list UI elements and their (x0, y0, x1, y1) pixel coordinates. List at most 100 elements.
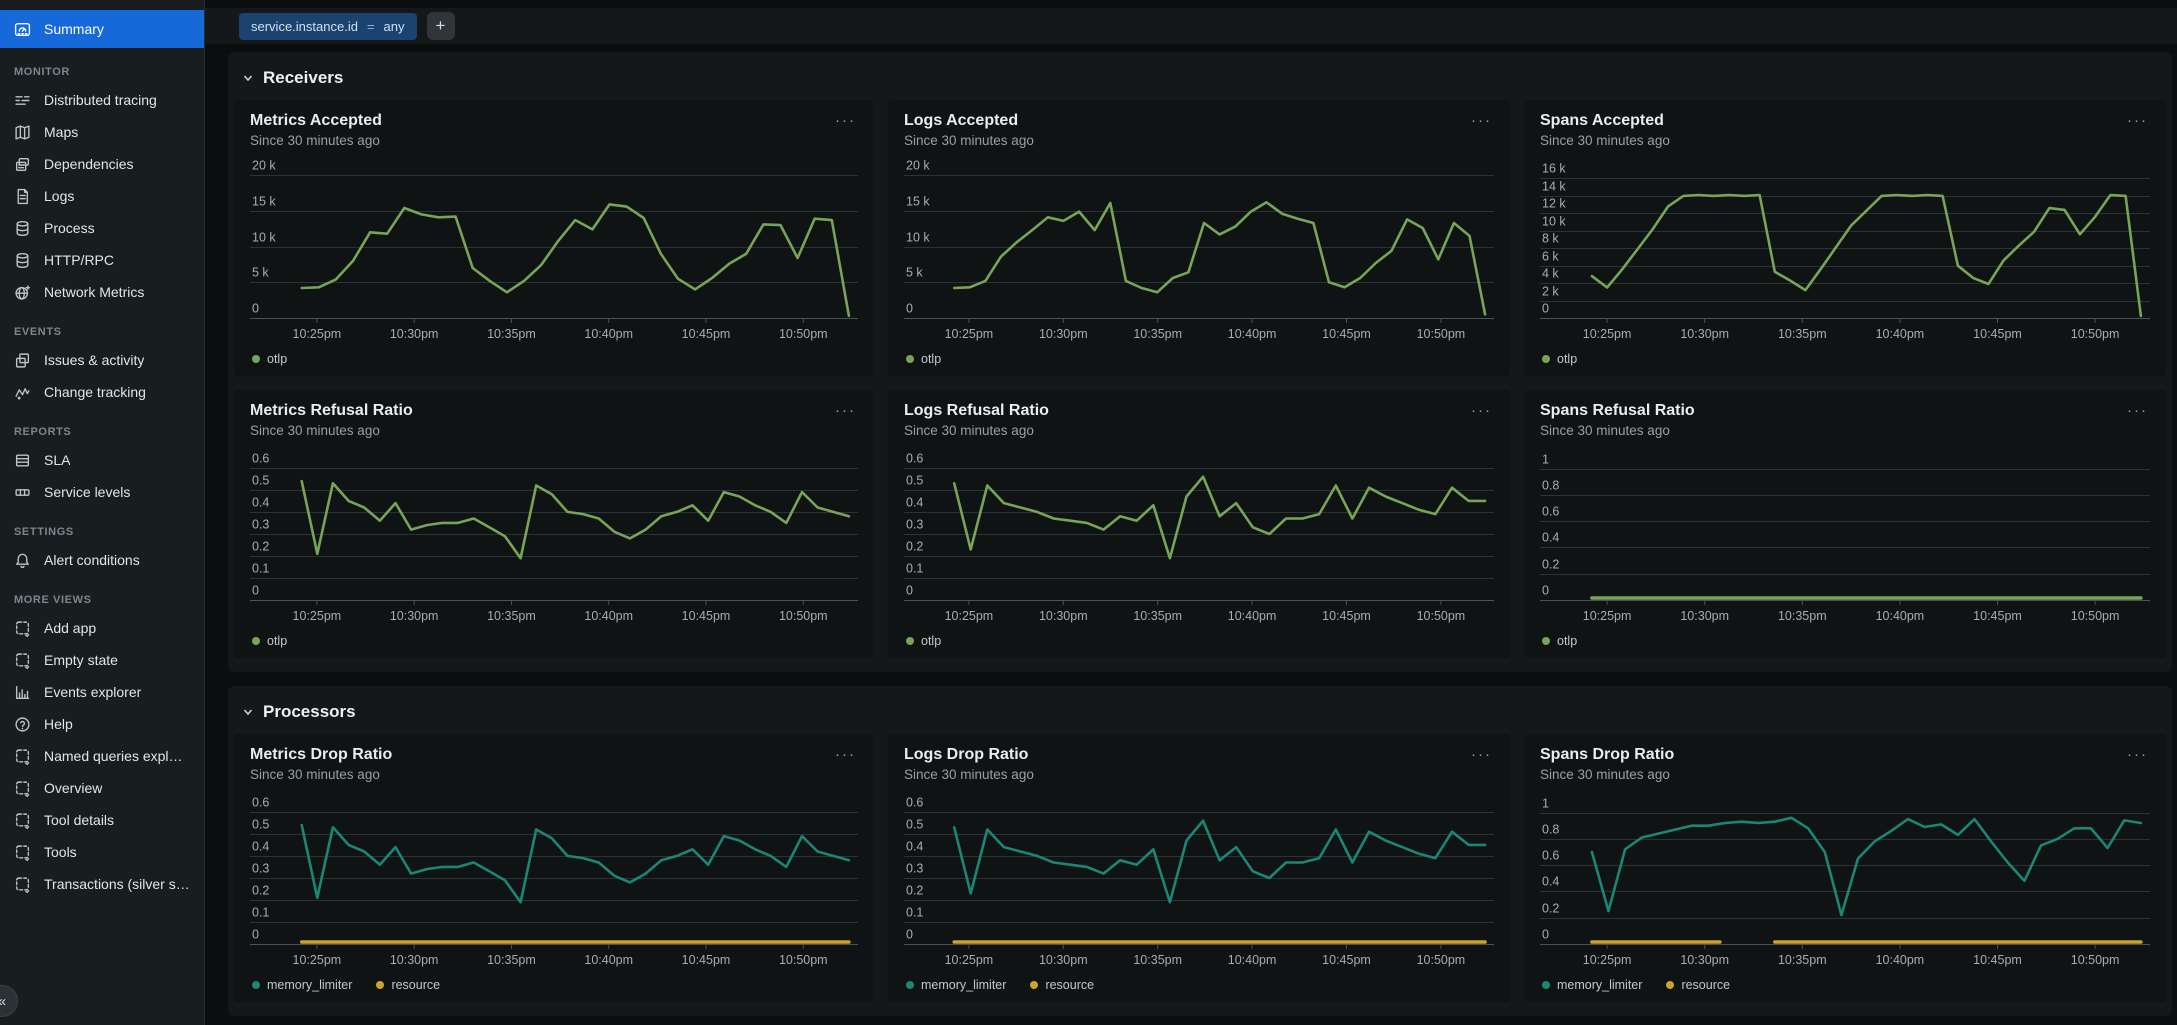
filter-chip[interactable]: service.instance.id = any (239, 12, 417, 40)
svg-text:10 k: 10 k (906, 231, 930, 245)
svg-text:0.2: 0.2 (1542, 902, 1559, 916)
panel-menu-button[interactable]: ··· (835, 746, 856, 763)
legend-item[interactable]: otlp (252, 634, 287, 648)
line-chart[interactable]: 20 k 15 k 10 k 5 k 0 10:25pm 10:30pm 10:35pm 10:… (250, 158, 858, 348)
panel-menu-button[interactable]: ··· (2127, 746, 2148, 763)
panel-menu-button[interactable]: ··· (2127, 402, 2148, 419)
legend-item[interactable]: memory_limiter (906, 978, 1006, 992)
sidebar-item-empty-state[interactable]: Empty state (0, 644, 204, 676)
sidebar-item-service-levels[interactable]: Service levels (0, 476, 204, 508)
sidebar-item-label: Named queries explorer (44, 748, 190, 764)
sidebar-item-add-app[interactable]: Add app (0, 612, 204, 644)
line-chart[interactable]: 20 k 15 k 10 k 5 k 0 10:25pm 10:30pm 10:35pm 10:… (904, 158, 1494, 348)
bell-icon (14, 552, 31, 569)
sidebar-item-named-queries-explorer[interactable]: Named queries explorer (0, 740, 204, 772)
sidebar-section-reports: REPORTS (14, 426, 72, 438)
sidebar-item-tool-details[interactable]: Tool details (0, 804, 204, 836)
svg-text:10:30pm: 10:30pm (1680, 953, 1729, 967)
legend-item[interactable]: otlp (1542, 634, 1577, 648)
panel-title: Metrics Drop Ratio (250, 746, 393, 763)
sidebar-item-label: Service levels (44, 484, 131, 500)
legend-item[interactable]: otlp (252, 352, 287, 366)
sidebar-item-overview[interactable]: Overview (0, 772, 204, 804)
line-chart[interactable]: 16 k 14 k 12 k 10 k 8 k 6 k 4 k 2 k 0 10:25pm 10:3… (1540, 158, 2150, 348)
panel-menu-button[interactable]: ··· (835, 402, 856, 419)
trace-spans-icon (14, 92, 31, 109)
panel-menu-button[interactable]: ··· (1471, 112, 1492, 129)
legend-label: resource (1681, 978, 1731, 992)
svg-text:10:40pm: 10:40pm (584, 327, 633, 341)
svg-text:10:30pm: 10:30pm (390, 609, 439, 623)
svg-text:0.6: 0.6 (1542, 849, 1559, 863)
legend-label: otlp (1557, 634, 1578, 648)
panel-menu-button[interactable]: ··· (2127, 112, 2148, 129)
sidebar-item-tools[interactable]: Tools (0, 836, 204, 868)
sidebar-item-label: Process (44, 220, 95, 236)
svg-text:10:50pm: 10:50pm (779, 327, 828, 341)
chart-legend: otlp (906, 352, 1494, 366)
sidebar-item-transactions[interactable]: Transactions (silver sign… (0, 868, 204, 900)
panel-subtitle: Since 30 minutes ago (904, 423, 1034, 438)
section-title: Processors (263, 702, 356, 721)
sidebar-item-sla[interactable]: SLA (0, 444, 204, 476)
line-chart[interactable]: 0.6 0.5 0.4 0.3 0.2 0.1 0 10:25pm 10:30pm 10:35pm… (904, 448, 1494, 630)
legend-label: otlp (921, 352, 942, 366)
sidebar-item-summary[interactable]: Summary (0, 10, 204, 48)
legend-dot-icon (906, 637, 914, 645)
svg-text:0.6: 0.6 (906, 452, 923, 466)
legend-item[interactable]: memory_limiter (252, 978, 352, 992)
svg-text:15 k: 15 k (906, 195, 930, 209)
svg-text:0.6: 0.6 (252, 452, 269, 466)
legend-label: memory_limiter (1557, 978, 1643, 992)
database-icon (14, 252, 31, 269)
svg-text:10:40pm: 10:40pm (584, 609, 633, 623)
line-chart[interactable]: 0.6 0.5 0.4 0.3 0.2 0.1 0 10:25pm 10:30pm 10:35pm… (904, 792, 1494, 974)
legend-item[interactable]: otlp (906, 634, 941, 648)
sidebar-item-http-rpc[interactable]: HTTP/RPC (0, 244, 204, 276)
chart-panel-logs-drop-ratio: Logs Drop Ratio Since 30 minutes ago ···… (888, 734, 1510, 1002)
svg-text:10:50pm: 10:50pm (1417, 953, 1466, 967)
chevron-down-icon[interactable] (242, 706, 254, 718)
sidebar-item-events-explorer[interactable]: Events explorer (0, 676, 204, 708)
sidebar-item-maps[interactable]: Maps (0, 116, 204, 148)
sidebar-item-help[interactable]: Help (0, 708, 204, 740)
legend-item[interactable]: resource (1666, 978, 1730, 992)
svg-text:0.2: 0.2 (906, 884, 923, 898)
svg-text:0.6: 0.6 (906, 796, 923, 810)
line-chart[interactable]: 1 0.8 0.6 0.4 0.2 0 10:25pm 10:30pm 10:35pm 10:40… (1540, 792, 2150, 974)
sidebar-item-distributed-tracing[interactable]: Distributed tracing (0, 84, 204, 116)
sidebar-collapse-button[interactable]: « (0, 985, 18, 1017)
chevron-down-icon[interactable] (242, 72, 254, 84)
legend-item[interactable]: resource (376, 978, 440, 992)
legend-item[interactable]: otlp (1542, 352, 1577, 366)
svg-text:0.3: 0.3 (906, 518, 923, 532)
sidebar-item-issues-activity[interactable]: Issues & activity (0, 344, 204, 376)
add-filter-button[interactable]: + (426, 12, 455, 40)
line-chart[interactable]: 1 0.8 0.6 0.4 0.2 0 10:25pm 10:30pm 10:35pm 10:40… (1540, 448, 2150, 630)
sidebar-item-dependencies[interactable]: Dependencies (0, 148, 204, 180)
legend-dot-icon (1030, 981, 1039, 989)
svg-text:0.4: 0.4 (1542, 875, 1559, 889)
sidebar-item-label: Logs (44, 188, 75, 204)
sidebar-item-label: Events explorer (44, 684, 142, 700)
panel-menu-button[interactable]: ··· (1471, 402, 1492, 419)
chart-panel-metrics-drop-ratio: Metrics Drop Ratio Since 30 minutes ago … (234, 734, 874, 1002)
sidebar-section-events: EVENTS (14, 326, 62, 338)
legend-item[interactable]: otlp (906, 352, 941, 366)
panel-menu-button[interactable]: ··· (835, 112, 856, 129)
svg-text:10:35pm: 10:35pm (1133, 609, 1182, 623)
panel-menu-button[interactable]: ··· (1471, 746, 1492, 763)
chart-legend: otlp (1542, 634, 2150, 648)
sidebar-item-alert-conditions[interactable]: Alert conditions (0, 544, 204, 576)
legend-item[interactable]: memory_limiter (1542, 978, 1642, 992)
svg-text:10:45pm: 10:45pm (1973, 327, 2022, 341)
sidebar-item-logs[interactable]: Logs (0, 180, 204, 212)
sidebar-item-change-tracking[interactable]: Change tracking (0, 376, 204, 408)
sidebar-item-network-metrics[interactable]: Network Metrics (0, 276, 204, 308)
svg-text:2 k: 2 k (1542, 285, 1559, 299)
sidebar-item-process[interactable]: Process (0, 212, 204, 244)
line-chart[interactable]: 0.6 0.5 0.4 0.3 0.2 0.1 0 10:25pm 10:30pm 10:35pm… (250, 792, 858, 974)
line-chart[interactable]: 0.6 0.5 0.4 0.3 0.2 0.1 0 10:25pm 10:30pm 10:35pm… (250, 448, 858, 630)
legend-dot-icon (906, 355, 914, 363)
legend-item[interactable]: resource (1030, 978, 1094, 992)
